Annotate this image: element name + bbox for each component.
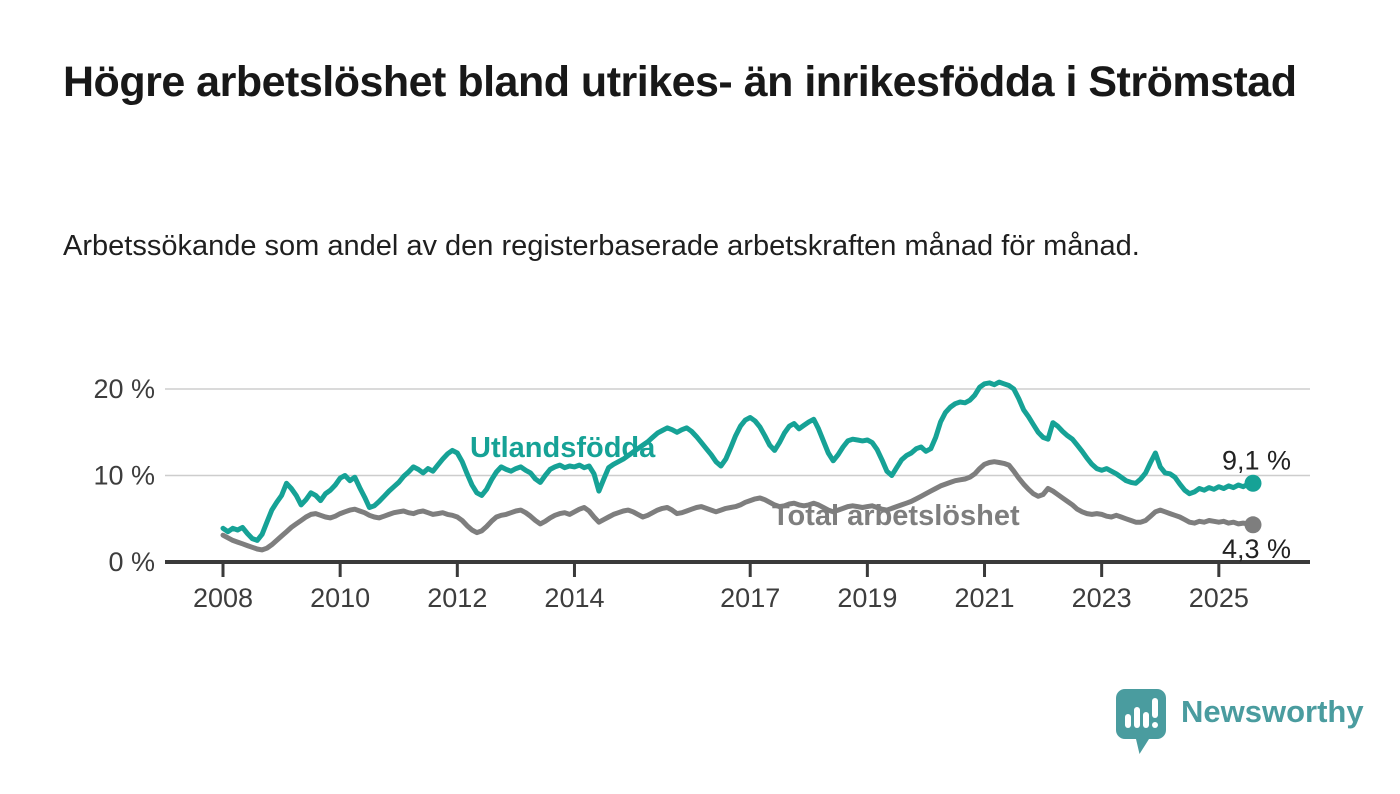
x-tick-label: 2014 <box>544 583 604 613</box>
x-tick-label: 2017 <box>720 583 780 613</box>
brand-name: Newsworthy <box>1181 694 1364 729</box>
x-tick-label: 2023 <box>1072 583 1132 613</box>
x-tick-label: 2008 <box>193 583 253 613</box>
y-tick-label: 20 % <box>93 374 155 404</box>
newsworthy-icon <box>1116 689 1166 754</box>
x-tick-label: 2025 <box>1189 583 1249 613</box>
brand-logo: Newsworthy <box>1115 688 1364 756</box>
series-line-utlandsfodda <box>220 379 1256 543</box>
series-label-utlandsfodda: Utlandsfödda <box>470 432 656 464</box>
series-end-dot-total <box>1244 516 1262 534</box>
series-label-total: Total arbetslöshet <box>772 500 1020 532</box>
series-line-total <box>220 459 1256 553</box>
x-tick-label: 2019 <box>837 583 897 613</box>
x-tick-label: 2021 <box>954 583 1014 613</box>
x-tick-label: 2012 <box>427 583 487 613</box>
y-tick-label: 0 % <box>108 547 155 577</box>
x-tick-label: 2010 <box>310 583 370 613</box>
series-end-value-utlandsfodda: 9,1 % <box>1222 445 1291 475</box>
series-end-value-total: 4,3 % <box>1222 534 1291 564</box>
chart-subtitle: Arbetssökande som andel av den registerb… <box>63 230 1140 262</box>
y-tick-label: 10 % <box>93 461 155 491</box>
series-end-dot-utlandsfodda <box>1244 474 1262 492</box>
page-title: Högre arbetslöshet bland utrikes- än inr… <box>63 58 1297 106</box>
